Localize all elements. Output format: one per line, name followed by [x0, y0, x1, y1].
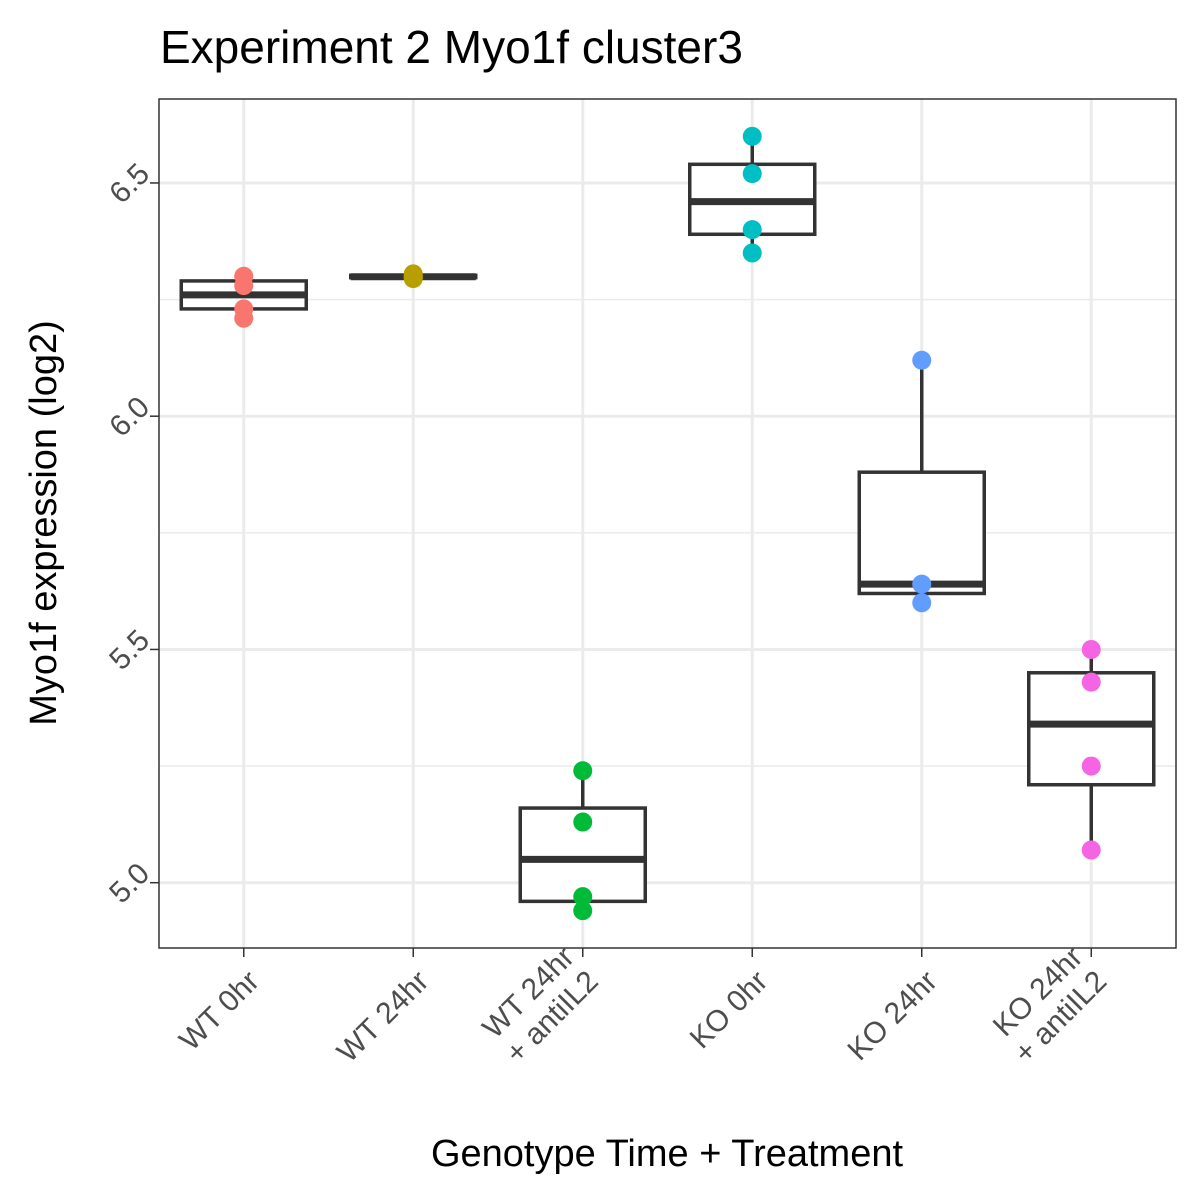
data-point: [403, 269, 423, 289]
y-axis-title: Myo1f expression (log2): [23, 320, 65, 726]
data-point: [742, 164, 762, 184]
data-point: [573, 887, 593, 907]
y-tick-label: 6.5: [103, 157, 156, 210]
data-point: [1081, 756, 1101, 776]
panel-background: [159, 99, 1176, 948]
chart-title: Experiment 2 Myo1f cluster3: [160, 21, 743, 73]
y-tick-label: 5.5: [103, 624, 156, 677]
x-tick-label-line: KO 0hr: [684, 965, 775, 1056]
x-tick-label-line: WT 24hr: [331, 965, 435, 1069]
data-point: [1081, 672, 1101, 692]
data-point: [912, 350, 932, 370]
data-point: [742, 126, 762, 146]
data-point: [573, 901, 593, 921]
x-tick-label: WT 24hr+ antiIL2: [475, 941, 604, 1070]
x-tick-label: KO 24hr+ antiIL2: [984, 941, 1113, 1070]
data-point: [742, 243, 762, 263]
data-point: [1081, 639, 1101, 659]
plot-panel: [159, 99, 1176, 948]
x-axis-ticks: WT 0hr WT 24hr WT 24hr+ antiIL2 KO 0hr KO 24…: [173, 941, 1113, 1070]
x-axis-title: Genotype Time + Treatment: [431, 1133, 904, 1175]
panel-frame: [158, 98, 1177, 949]
data-point: [742, 220, 762, 240]
x-tick-label: WT 24hr: [331, 965, 435, 1069]
data-point: [912, 574, 932, 594]
x-tick-label: WT 0hr: [173, 965, 265, 1057]
x-tick-label-line: KO 24hr: [841, 965, 943, 1067]
data-point: [1081, 840, 1101, 860]
x-tick-label: KO 0hr: [684, 965, 775, 1056]
data-point: [573, 812, 593, 832]
y-tick-label: 6.0: [103, 390, 156, 443]
x-tick-label-line: WT 0hr: [173, 965, 265, 1057]
panel-border: [158, 98, 1177, 949]
x-tick-label: KO 24hr: [841, 965, 943, 1067]
y-tick-label: 5.0: [103, 857, 156, 910]
data-point: [912, 593, 932, 613]
data-points: [234, 126, 1101, 921]
data-point: [234, 276, 254, 296]
data-point: [234, 308, 254, 328]
y-axis-ticks: 5.0 5.5 6.0 6.5: [103, 157, 159, 910]
data-point: [573, 761, 593, 781]
